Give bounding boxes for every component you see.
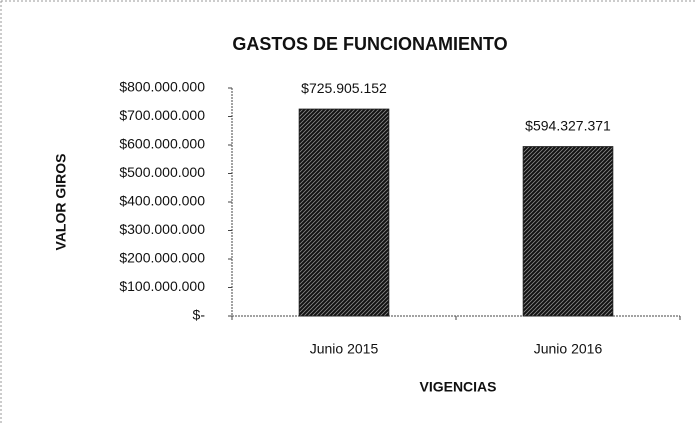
value-label: $725.905.152: [301, 80, 387, 96]
y-tick-label: $100.000.000: [119, 278, 205, 294]
y-tick-label: $-: [193, 307, 206, 323]
y-tick-label: $500.000.000: [119, 164, 205, 180]
bar: [522, 146, 614, 317]
y-tick-label: $800.000.000: [119, 79, 205, 95]
y-tick-label: $300.000.000: [119, 221, 205, 237]
y-tick-label: $400.000.000: [119, 193, 205, 209]
x-tick-label: Junio 2015: [310, 341, 379, 357]
y-tick-label: $600.000.000: [119, 136, 205, 152]
x-axis-title: VIGENCIAS: [419, 379, 496, 395]
y-tick-label: $700.000.000: [119, 107, 205, 123]
y-axis-title: VALOR GIROS: [53, 154, 69, 251]
y-tick-label: $200.000.000: [119, 250, 205, 266]
x-tick-label: Junio 2016: [534, 341, 603, 357]
value-label: $594.327.371: [525, 117, 611, 133]
bar: [298, 108, 390, 317]
chart-title: GASTOS DE FUNCIONAMIENTO: [232, 34, 507, 54]
